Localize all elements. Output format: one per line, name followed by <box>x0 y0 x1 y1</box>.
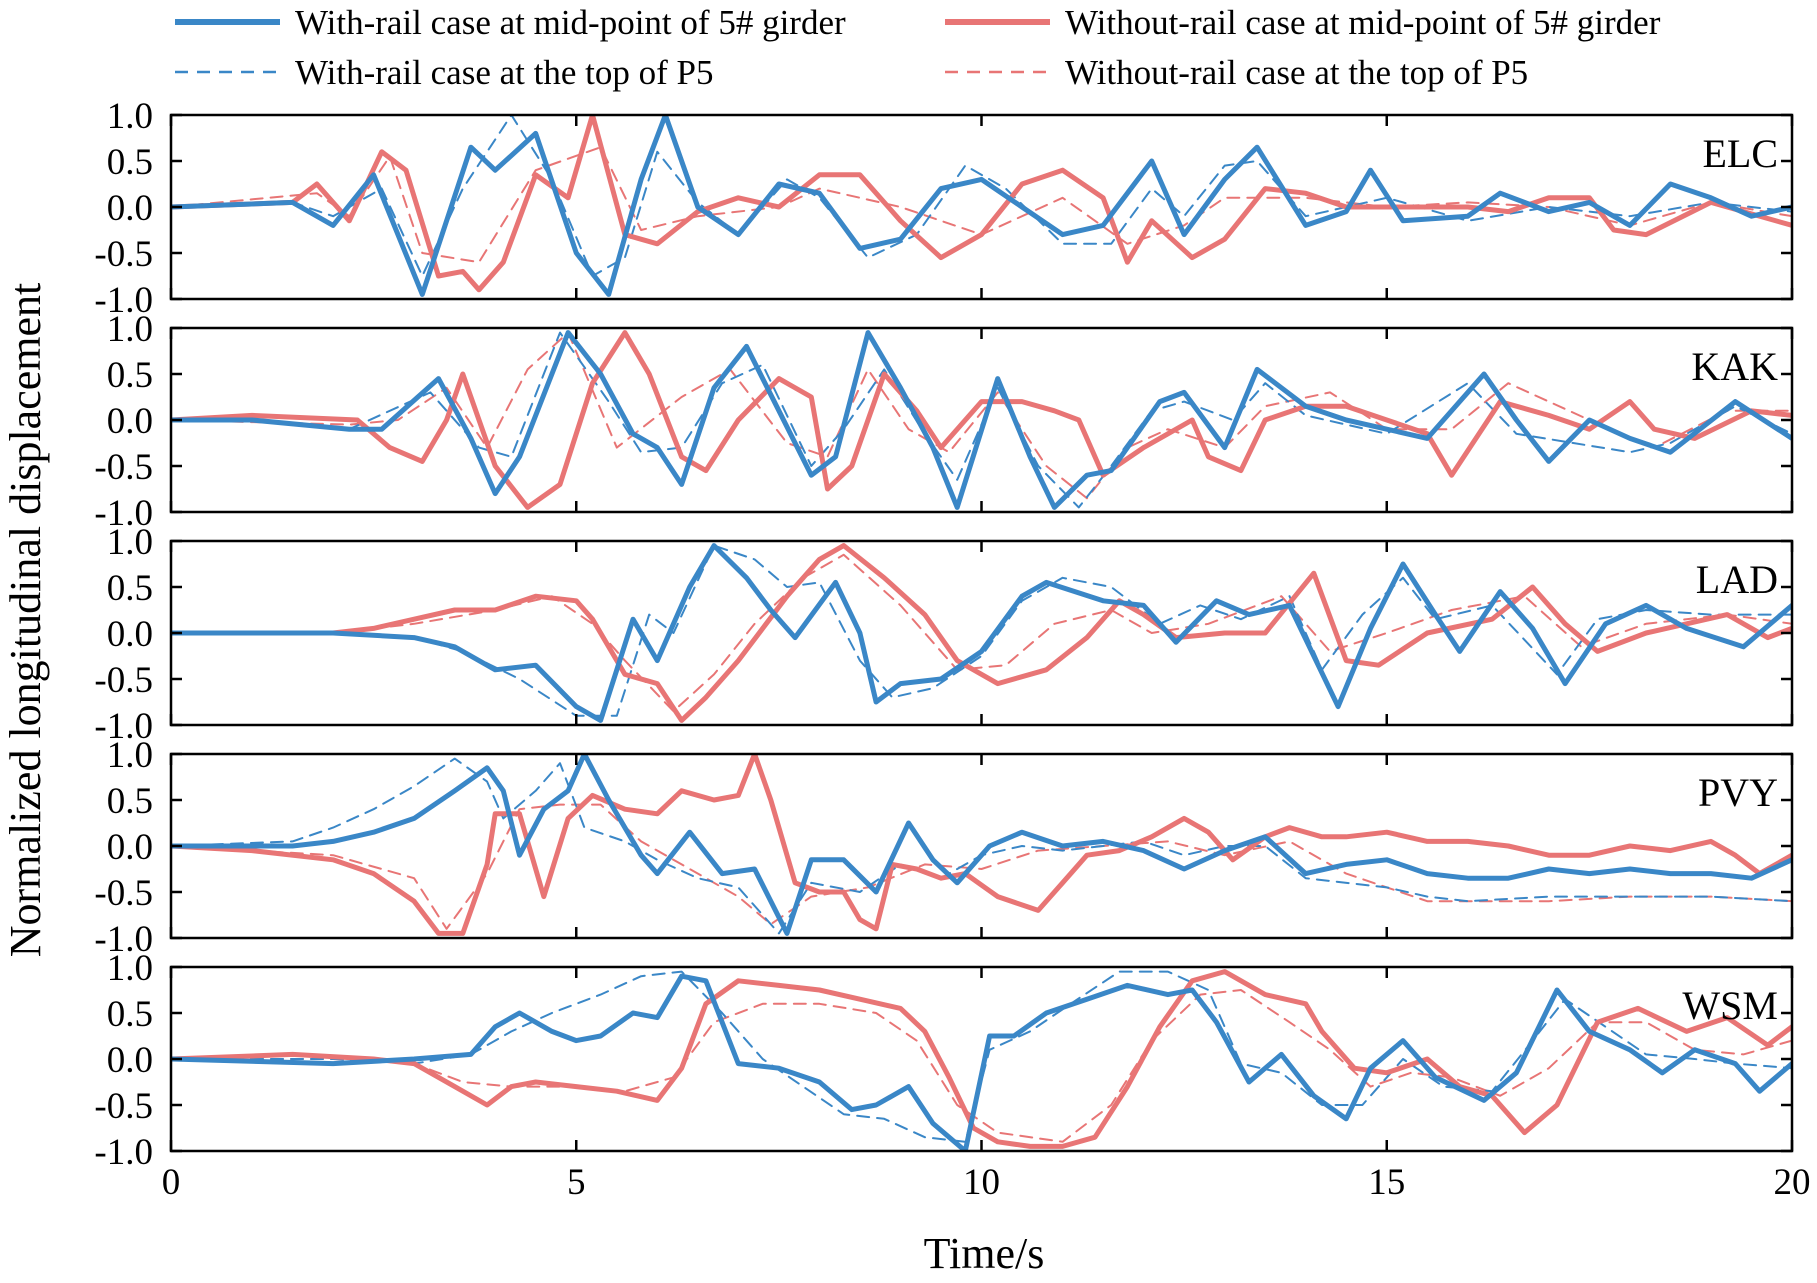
panel-kak: -1.0 -0.5 0.0 0.5 1.0 KAK <box>94 309 1794 534</box>
series-group-elc <box>171 115 1792 297</box>
y-tick-label-pvy: 0.0 <box>107 827 153 868</box>
panel-label-elc: ELC <box>1702 131 1778 176</box>
series-pvy-wor_mid <box>171 754 1792 936</box>
series-kak-wor_mid <box>171 330 1792 510</box>
series-wsm-wor_mid <box>171 969 1792 1149</box>
panel-label-pvy: PVY <box>1698 770 1778 815</box>
panel-wsm: -1.0 -0.5 0.0 0.5 1.0 WSM <box>94 948 1794 1173</box>
y-tick-label-pvy: -0.5 <box>94 873 153 914</box>
y-tick-label-pvy: -1.0 <box>94 919 153 960</box>
y-tick-label-lad: -0.5 <box>94 660 153 701</box>
y-tick-label-elc: 1.0 <box>107 96 153 137</box>
legend-label-wr_mid: With-rail case at mid-point of 5# girder <box>295 3 846 42</box>
x-axis-label: Time/s <box>924 1229 1045 1278</box>
series-lad-wor_mid <box>171 543 1792 723</box>
legend-label-wor_top: Without-rail case at the top of P5 <box>1065 53 1528 92</box>
y-tick-label-lad: 1.0 <box>107 522 153 563</box>
panel-label-wsm: WSM <box>1682 983 1778 1028</box>
y-tick-label-kak: -0.5 <box>94 447 153 488</box>
x-tick-label: 20 <box>1774 1162 1811 1203</box>
panel-label-kak: KAK <box>1691 344 1778 389</box>
y-tick-label-elc: 0.5 <box>107 142 153 183</box>
series-lad-wr_top <box>171 544 1792 717</box>
y-tick-label-pvy: 1.0 <box>107 735 153 776</box>
y-tick-label-wsm: 0.5 <box>107 994 153 1035</box>
y-tick-label-elc: 0.0 <box>107 188 153 229</box>
y-tick-label-elc: -1.0 <box>94 280 153 321</box>
panels: -1.0 -0.5 0.0 0.5 1.0 ELC -1.0 -0.5 0.0 0.5 1.0 KAK… <box>94 96 1810 1203</box>
panel-frame-kak <box>169 326 1794 514</box>
series-lad-wor_top <box>171 553 1792 713</box>
series-pvy-wr_top <box>171 757 1792 935</box>
series-wsm-wor_top <box>171 989 1792 1143</box>
panel-elc: -1.0 -0.5 0.0 0.5 1.0 ELC <box>94 96 1794 321</box>
legend-label-wor_mid: Without-rail case at mid-point of 5# gir… <box>1065 3 1661 42</box>
y-tick-label-lad: -1.0 <box>94 706 153 747</box>
series-group-pvy <box>171 754 1792 936</box>
series-group-wsm <box>171 969 1792 1151</box>
x-tick-label: 5 <box>567 1162 586 1203</box>
legend-item-wor_mid: Without-rail case at mid-point of 5# gir… <box>945 3 1661 42</box>
legend-label-wr_top: With-rail case at the top of P5 <box>295 53 713 92</box>
y-tick-label-lad: 0.0 <box>107 614 153 655</box>
series-lad-wr_mid <box>171 543 1792 723</box>
y-tick-label-kak: 0.5 <box>107 355 153 396</box>
series-group-kak <box>171 330 1792 510</box>
series-elc-wr_mid <box>171 115 1792 297</box>
panel-frame-pvy <box>169 752 1794 940</box>
y-tick-label-wsm: -0.5 <box>94 1086 153 1127</box>
y-tick-label-wsm: 0.0 <box>107 1040 153 1081</box>
series-elc-wor_mid <box>171 115 1792 293</box>
series-pvy-wr_mid <box>171 754 1792 936</box>
panel-pvy: -1.0 -0.5 0.0 0.5 1.0 PVY <box>94 735 1794 960</box>
legend-item-wr_mid: With-rail case at mid-point of 5# girder <box>175 3 846 42</box>
x-tick-label: 10 <box>963 1162 1000 1203</box>
panel-label-lad: LAD <box>1696 557 1778 602</box>
y-tick-label-wsm: -1.0 <box>94 1132 153 1173</box>
y-tick-label-kak: -1.0 <box>94 493 153 534</box>
x-tick-label: 15 <box>1368 1162 1405 1203</box>
series-kak-wor_top <box>171 331 1792 500</box>
panel-lad: -1.0 -0.5 0.0 0.5 1.0 LAD <box>94 522 1794 747</box>
x-tick-label: 0 <box>162 1162 181 1203</box>
y-tick-label-lad: 0.5 <box>107 568 153 609</box>
series-group-lad <box>171 543 1792 723</box>
y-tick-label-elc: -0.5 <box>94 234 153 275</box>
series-elc-wor_top <box>171 146 1792 264</box>
legend-item-wor_top: Without-rail case at the top of P5 <box>945 53 1528 92</box>
series-kak-wr_top <box>171 331 1792 509</box>
y-axis-label: Normalized longitudinal displacement <box>1 283 50 957</box>
y-tick-label-pvy: 0.5 <box>107 781 153 822</box>
series-pvy-wor_top <box>171 803 1792 930</box>
legend-item-wr_top: With-rail case at the top of P5 <box>175 53 713 92</box>
y-tick-label-kak: 0.0 <box>107 401 153 442</box>
series-kak-wr_mid <box>171 330 1792 510</box>
series-wsm-wr_mid <box>171 973 1792 1151</box>
series-elc-wr_top <box>171 115 1792 277</box>
panel-frame-lad <box>169 539 1794 727</box>
y-tick-label-wsm: 1.0 <box>107 948 153 989</box>
legend: With-rail case at mid-point of 5# girder… <box>175 3 1661 92</box>
y-tick-label-kak: 1.0 <box>107 309 153 350</box>
